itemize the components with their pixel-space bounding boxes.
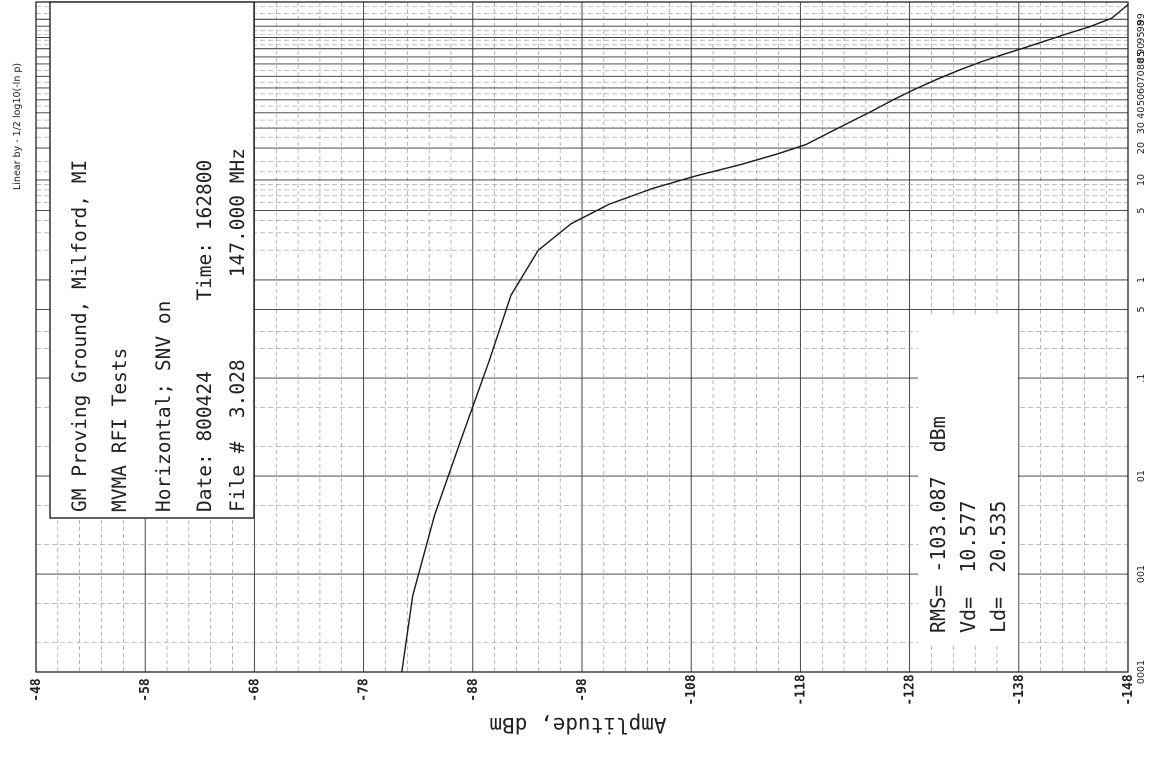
x-tick-label: -148 bbox=[1121, 674, 1136, 705]
rms-value: RMS= -103.087 dBm bbox=[926, 416, 950, 633]
info-title: GM Proving Ground, Milford, MI bbox=[68, 160, 91, 512]
y-tick-label: 70 bbox=[1136, 70, 1147, 82]
stats-background bbox=[918, 315, 1018, 645]
test-info-box: GM Proving Ground, Milford, MI MVMA RFI … bbox=[49, 1, 255, 519]
y-tick-label: 99 bbox=[1136, 13, 1147, 25]
statistics-annotation: RMS= -103.087 dBm Vd= 10.577 Ld= 20.535 bbox=[918, 315, 1018, 645]
y-tick-label: 1 bbox=[1136, 277, 1147, 283]
y-tick-label: 40 bbox=[1136, 107, 1147, 119]
y-tick-label: 85 bbox=[1136, 51, 1147, 63]
x-tick-label: -88 bbox=[466, 678, 481, 702]
x-tick-label: -98 bbox=[575, 678, 590, 702]
y-tick-label: 30 bbox=[1136, 122, 1147, 134]
x-tick-label: -48 bbox=[29, 678, 44, 702]
x-tick-label: -128 bbox=[903, 674, 918, 705]
y-tick-label: 50 bbox=[1136, 94, 1147, 106]
y-tick-label: 60 bbox=[1136, 82, 1147, 94]
y-tick-label: 5 bbox=[1136, 208, 1147, 214]
y-tick-label: 0001 bbox=[1136, 660, 1147, 684]
x-tick-label: -118 bbox=[793, 674, 808, 705]
info-line-4: File # 3.028 147.000 MHz bbox=[226, 148, 249, 512]
x-tick-label: -68 bbox=[247, 678, 262, 702]
y-tick-label: 5 bbox=[1136, 307, 1147, 313]
x-tick-labels: -48 -58 -68 -78 -88 -98 -108 -118 -128 -138 -148 bbox=[29, 674, 1136, 705]
plot-frame bbox=[35, 1, 1129, 673]
y-axis-label: Linear by - 1/2 log10(-ln p) bbox=[12, 63, 23, 190]
y-tick-label: 01 bbox=[1136, 470, 1147, 482]
y-tick-label: 90 bbox=[1136, 43, 1147, 55]
x-tick-label: -58 bbox=[138, 678, 153, 702]
info-line-1: MVMA RFI Tests bbox=[108, 348, 131, 512]
x-tick-label: -78 bbox=[357, 678, 372, 702]
info-line-3: Date: 800424 Time: 162800 bbox=[193, 160, 216, 512]
x-tick-label: -138 bbox=[1012, 674, 1027, 705]
info-box-frame bbox=[49, 1, 255, 519]
y-tick-label: 95 bbox=[1136, 31, 1147, 43]
y-tick-label: .1 bbox=[1136, 374, 1147, 383]
y-tick-label: 001 bbox=[1136, 565, 1147, 583]
x-axis-label: Amplitude, dBm bbox=[489, 713, 666, 737]
info-line-2: Horizontal; SNV on bbox=[152, 301, 175, 512]
y-tick-label: 98 bbox=[1136, 20, 1147, 32]
y-tick-label: 10 bbox=[1136, 174, 1147, 186]
data-series-curve bbox=[401, 4, 1129, 673]
y-tick-label: 20 bbox=[1136, 142, 1147, 154]
ld-value: Ld= 20.535 bbox=[986, 501, 1010, 633]
x-tick-label: -108 bbox=[684, 674, 699, 705]
y-tick-label: 80 bbox=[1136, 58, 1147, 70]
vd-value: Vd= 10.577 bbox=[956, 501, 980, 633]
